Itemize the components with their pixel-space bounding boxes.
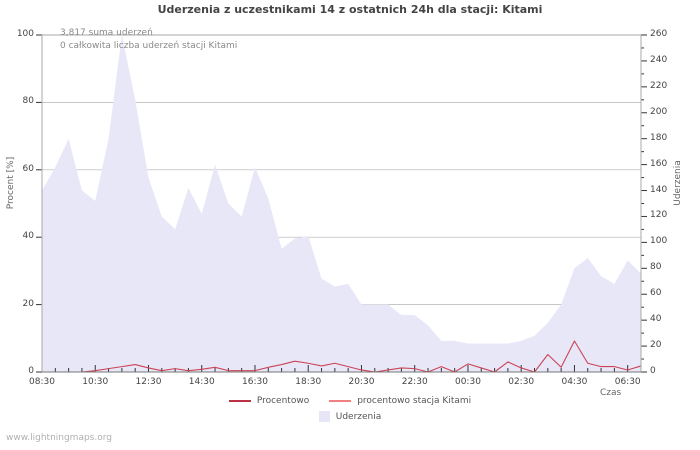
- x-axis-tick: 00:30: [454, 377, 481, 387]
- y-axis-left-tick: 20: [22, 298, 34, 309]
- y-axis-right-tick: 100: [650, 236, 668, 247]
- x-axis-tick: 18:30: [295, 377, 322, 387]
- y-axis-right-tick: 80: [650, 262, 662, 273]
- y-axis-right-tick: 40: [650, 314, 662, 325]
- y-axis-right-tick: 0: [650, 366, 656, 376]
- x-axis-tick: 16:30: [242, 377, 268, 387]
- plot-frame: [41, 34, 642, 373]
- legend-line-swatch: [228, 400, 251, 402]
- y-axis-left-tick: 40: [22, 231, 34, 242]
- legend-item-procentowo-line[interactable]: Procentowo: [228, 396, 310, 407]
- watermark: www.lightningmaps.org: [6, 433, 112, 443]
- x-axis-tick: 12:30: [135, 377, 162, 387]
- y-axis-right-tick: 260: [650, 29, 668, 39]
- x-axis-tick: 14:30: [188, 377, 215, 387]
- y-axis-right-tick: 240: [650, 54, 668, 65]
- x-axis-tick: 02:30: [508, 377, 535, 387]
- y-axis-left-label: Procent [%]: [6, 156, 16, 210]
- y-axis-right-tick: 140: [650, 184, 668, 195]
- y-axis-left-tick: 60: [22, 163, 34, 174]
- y-axis-left-tick: 80: [22, 96, 34, 107]
- procentowo-line-series: [42, 340, 642, 373]
- chart-legend: Procentowo procentowo stacja Kitami Uderz…: [0, 396, 700, 426]
- legend-item-procentowo-stacja-line[interactable]: procentowo stacja Kitami: [329, 396, 471, 407]
- y-axis-left-tick: 0: [28, 366, 34, 376]
- y-axis-right-tick: 220: [650, 80, 668, 91]
- x-axis-label: Czas: [600, 388, 622, 398]
- legend-box-swatch: [318, 411, 330, 422]
- uderzenia-area-series: [42, 35, 641, 372]
- x-axis-tick: 20:30: [348, 377, 375, 387]
- legend-item-uderzenia-area[interactable]: Uderzenia: [318, 411, 382, 422]
- y-axis-right-tick: 200: [650, 106, 668, 117]
- annotation-station-strikes: 0 całkowita liczba uderzeń stacji Kitami: [60, 41, 238, 51]
- y-axis-right-tick: 20: [650, 340, 662, 351]
- chart-title: Uderzenia z uczestnikami 14 z ostatnich …: [157, 3, 543, 16]
- annotation-total-strikes: 3,817 suma uderzeń: [60, 28, 153, 38]
- x-axis-tick: 10:30: [82, 377, 109, 387]
- y-axis-left-tick: 100: [16, 29, 34, 39]
- x-axis-tick: 04:30: [561, 377, 588, 387]
- y-axis-right-tick: 180: [650, 132, 668, 143]
- x-axis-tick: 22:30: [401, 377, 428, 387]
- x-axis-tick: 06:30: [614, 377, 641, 387]
- x-axis-tick: 08:30: [29, 377, 55, 387]
- y-axis-right-tick: 120: [650, 210, 668, 221]
- y-axis-right-tick: 160: [650, 158, 668, 169]
- legend-row-lines: Procentowo procentowo stacja Kitami: [0, 396, 700, 411]
- legend-label: Uderzenia: [335, 411, 382, 422]
- legend-row-area: Uderzenia: [0, 411, 700, 426]
- legend-label: procentowo stacja Kitami: [357, 396, 472, 406]
- legend-line-swatch: [329, 400, 352, 402]
- legend-label: Procentowo: [256, 396, 310, 406]
- y-axis-right-tick: 60: [650, 288, 662, 299]
